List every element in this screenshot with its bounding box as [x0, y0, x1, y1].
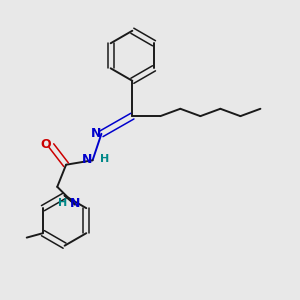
Text: H: H: [58, 198, 67, 208]
Text: H: H: [100, 154, 109, 164]
Text: N: N: [91, 127, 101, 140]
Text: N: N: [70, 197, 81, 210]
Text: O: O: [41, 139, 51, 152]
Text: N: N: [82, 153, 92, 166]
